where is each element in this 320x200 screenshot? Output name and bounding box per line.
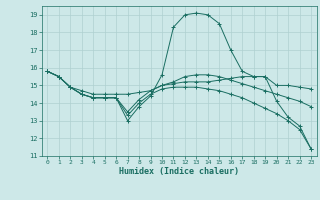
X-axis label: Humidex (Indice chaleur): Humidex (Indice chaleur)	[119, 167, 239, 176]
